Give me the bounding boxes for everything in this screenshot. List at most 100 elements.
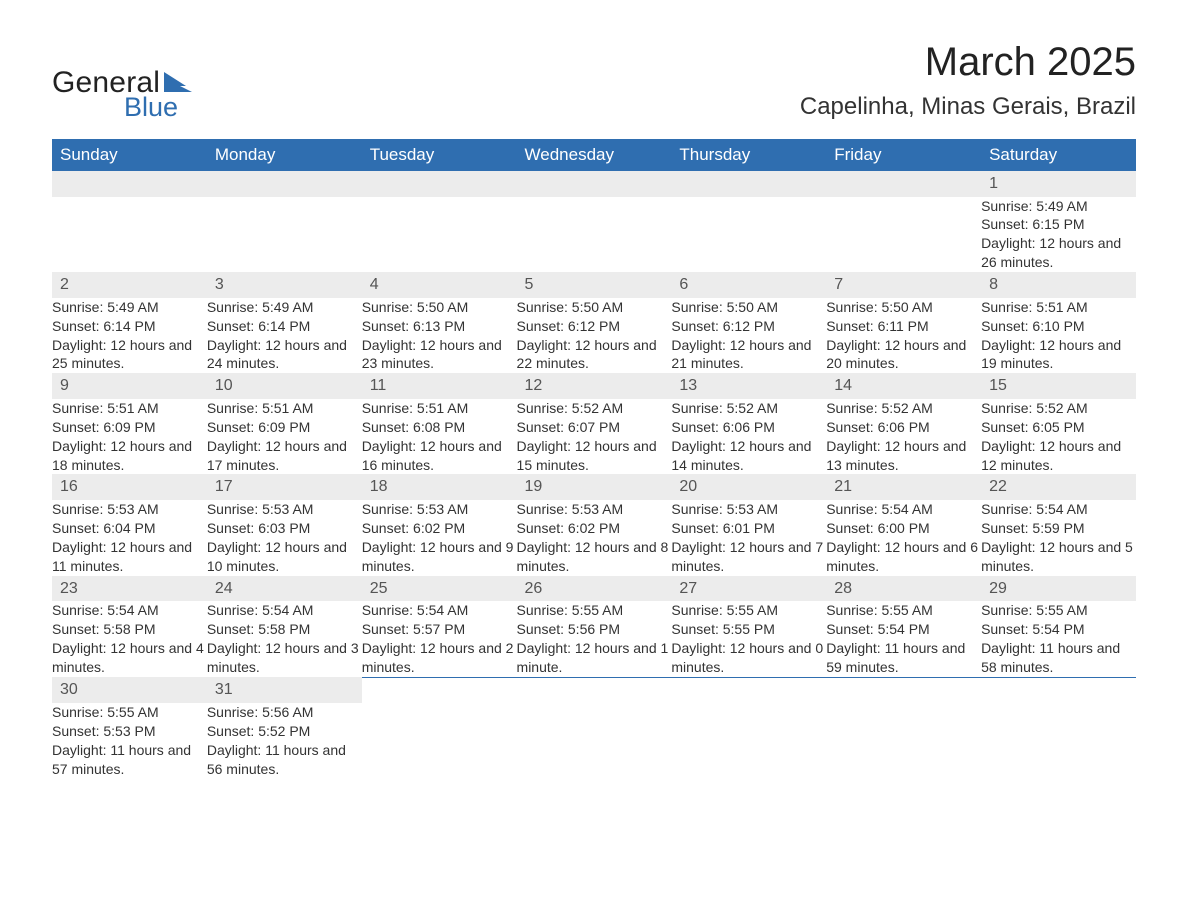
daylight-text: Daylight: 12 hours and 10 minutes. [207,538,362,576]
sunrise-text: Sunrise: 5:50 AM [826,298,981,317]
day-header-row: Sunday Monday Tuesday Wednesday Thursday… [52,139,1136,171]
daylight-text: Daylight: 12 hours and 25 minutes. [52,336,207,374]
sunset-text: Sunset: 6:02 PM [362,519,517,538]
day-number: 21 [826,474,981,500]
day-detail-cell: Sunrise: 5:51 AMSunset: 6:09 PMDaylight:… [207,399,362,475]
sunrise-text: Sunrise: 5:50 AM [362,298,517,317]
sunrise-text: Sunrise: 5:54 AM [52,601,207,620]
sunset-text: Sunset: 6:12 PM [517,317,672,336]
daylight-text: Daylight: 12 hours and 26 minutes. [981,234,1136,272]
sunrise-text: Sunrise: 5:49 AM [981,197,1136,216]
logo-flag-icon [164,72,192,92]
sunset-text: Sunset: 6:11 PM [826,317,981,336]
day-number-cell: 31 [207,677,362,703]
daylight-text: Daylight: 12 hours and 6 minutes. [826,538,981,576]
sunrise-text: Sunrise: 5:51 AM [52,399,207,418]
day-number: 2 [52,272,207,298]
week-detail-row: Sunrise: 5:49 AMSunset: 6:15 PMDaylight:… [52,197,1136,273]
day-number-cell: 9 [52,373,207,399]
day-number: 6 [671,272,826,298]
day-number: 25 [362,576,517,602]
day-number: 24 [207,576,362,602]
day-number: 11 [362,373,517,399]
sunset-text: Sunset: 5:53 PM [52,722,207,741]
day-number-cell [207,171,362,197]
daylight-text: Daylight: 12 hours and 14 minutes. [671,437,826,475]
day-header: Wednesday [517,139,672,171]
week-detail-row: Sunrise: 5:54 AMSunset: 5:58 PMDaylight:… [52,601,1136,677]
day-number: 30 [52,677,207,703]
sunrise-text: Sunrise: 5:54 AM [826,500,981,519]
day-detail-cell: Sunrise: 5:54 AMSunset: 5:59 PMDaylight:… [981,500,1136,576]
day-number-cell: 12 [517,373,672,399]
sunrise-text: Sunrise: 5:51 AM [981,298,1136,317]
day-number-cell: 24 [207,576,362,602]
daylight-text: Daylight: 12 hours and 7 minutes. [671,538,826,576]
day-number: 28 [826,576,981,602]
day-number-cell: 17 [207,474,362,500]
sunrise-text: Sunrise: 5:54 AM [362,601,517,620]
day-number: 23 [52,576,207,602]
day-number-cell: 16 [52,474,207,500]
daylight-text: Daylight: 12 hours and 22 minutes. [517,336,672,374]
sunset-text: Sunset: 5:58 PM [207,620,362,639]
sunset-text: Sunset: 6:05 PM [981,418,1136,437]
day-header: Thursday [671,139,826,171]
sunrise-text: Sunrise: 5:51 AM [207,399,362,418]
sunrise-text: Sunrise: 5:55 AM [52,703,207,722]
daylight-text: Daylight: 12 hours and 13 minutes. [826,437,981,475]
day-number-cell: 28 [826,576,981,602]
day-number: 9 [52,373,207,399]
sunrise-text: Sunrise: 5:53 AM [671,500,826,519]
day-number: 22 [981,474,1136,500]
day-detail-cell [362,703,517,779]
daylight-text: Daylight: 12 hours and 3 minutes. [207,639,362,677]
day-detail-cell: Sunrise: 5:56 AMSunset: 5:52 PMDaylight:… [207,703,362,779]
day-number: 15 [981,373,1136,399]
day-detail-cell: Sunrise: 5:54 AMSunset: 5:57 PMDaylight:… [362,601,517,677]
day-detail-cell: Sunrise: 5:55 AMSunset: 5:54 PMDaylight:… [826,601,981,677]
day-number: 14 [826,373,981,399]
day-detail-cell [826,197,981,273]
daylight-text: Daylight: 12 hours and 21 minutes. [671,336,826,374]
sunrise-text: Sunrise: 5:56 AM [207,703,362,722]
daylight-text: Daylight: 12 hours and 16 minutes. [362,437,517,475]
calendar-body: 1Sunrise: 5:49 AMSunset: 6:15 PMDaylight… [52,171,1136,779]
daylight-text: Daylight: 12 hours and 2 minutes. [362,639,517,677]
day-number: 16 [52,474,207,500]
day-detail-cell: Sunrise: 5:52 AMSunset: 6:06 PMDaylight:… [826,399,981,475]
day-number-cell [52,171,207,197]
sunset-text: Sunset: 5:57 PM [362,620,517,639]
day-detail-cell: Sunrise: 5:50 AMSunset: 6:13 PMDaylight:… [362,298,517,374]
day-detail-cell: Sunrise: 5:52 AMSunset: 6:06 PMDaylight:… [671,399,826,475]
day-number-cell: 23 [52,576,207,602]
daylight-text: Daylight: 12 hours and 0 minutes. [671,639,826,677]
sunset-text: Sunset: 6:00 PM [826,519,981,538]
day-number: 13 [671,373,826,399]
day-detail-cell: Sunrise: 5:53 AMSunset: 6:02 PMDaylight:… [362,500,517,576]
day-detail-cell [362,197,517,273]
sunset-text: Sunset: 6:12 PM [671,317,826,336]
sunset-text: Sunset: 6:13 PM [362,317,517,336]
day-detail-cell: Sunrise: 5:54 AMSunset: 5:58 PMDaylight:… [52,601,207,677]
sunset-text: Sunset: 6:14 PM [52,317,207,336]
day-detail-cell: Sunrise: 5:53 AMSunset: 6:04 PMDaylight:… [52,500,207,576]
day-detail-cell: Sunrise: 5:53 AMSunset: 6:03 PMDaylight:… [207,500,362,576]
day-number: 20 [671,474,826,500]
sunset-text: Sunset: 6:01 PM [671,519,826,538]
week-daynum-row: 9101112131415 [52,373,1136,399]
sunset-text: Sunset: 6:09 PM [52,418,207,437]
day-detail-cell: Sunrise: 5:49 AMSunset: 6:14 PMDaylight:… [52,298,207,374]
day-number: 19 [517,474,672,500]
daylight-text: Daylight: 12 hours and 11 minutes. [52,538,207,576]
sunrise-text: Sunrise: 5:52 AM [826,399,981,418]
day-detail-cell [671,703,826,779]
day-number: 3 [207,272,362,298]
day-number-cell: 25 [362,576,517,602]
sunrise-text: Sunrise: 5:51 AM [362,399,517,418]
day-detail-cell [517,703,672,779]
day-detail-cell: Sunrise: 5:51 AMSunset: 6:08 PMDaylight:… [362,399,517,475]
daylight-text: Daylight: 11 hours and 56 minutes. [207,741,362,779]
day-number-cell: 19 [517,474,672,500]
day-number-cell: 6 [671,272,826,298]
